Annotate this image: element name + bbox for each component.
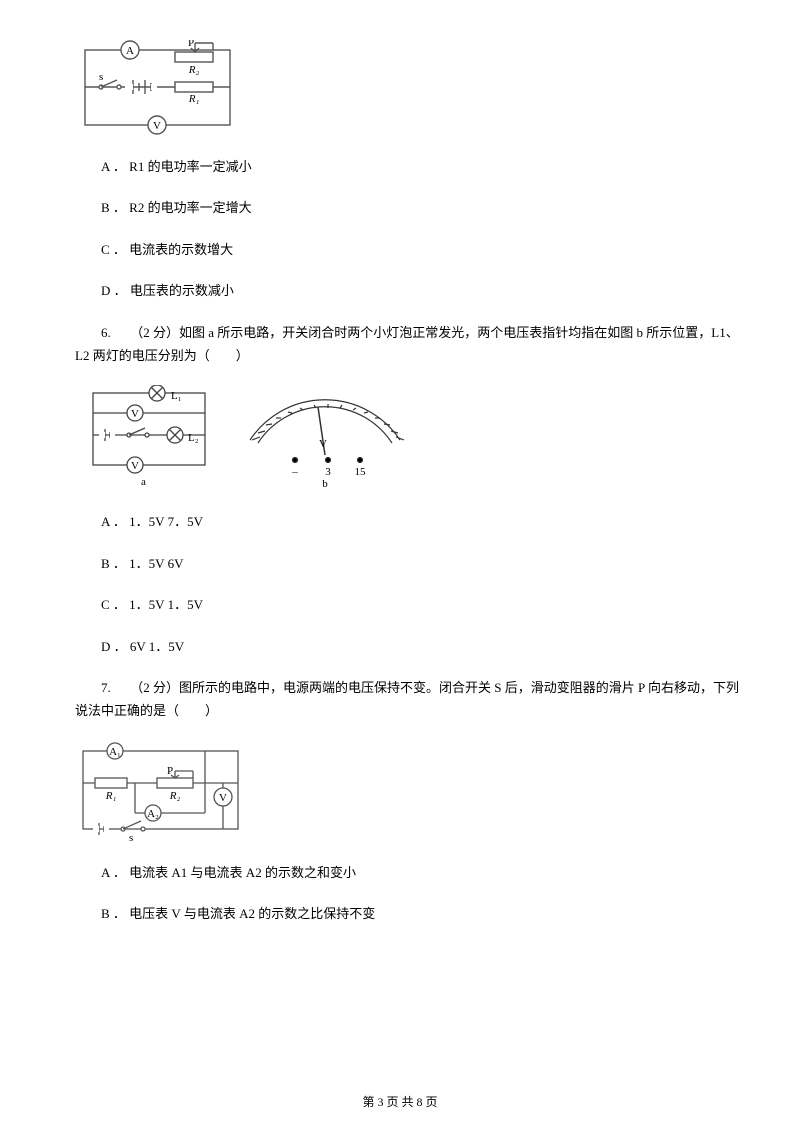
svg-text:b: b xyxy=(322,478,328,490)
svg-text:V: V xyxy=(131,408,139,420)
q6-option-c: C ． 1．5V 1．5V xyxy=(75,593,740,616)
svg-text:R₂: R₂ xyxy=(169,790,181,802)
svg-text:P: P xyxy=(188,40,194,49)
q7-option-b: B ． 电压表 V 与电流表 A2 的示数之比保持不变 xyxy=(75,902,740,925)
svg-text:L₁: L₁ xyxy=(171,390,182,402)
q6-figures: L₁ V L₂ V a xyxy=(75,385,740,490)
svg-text:–: – xyxy=(291,466,298,478)
svg-text:V: V xyxy=(219,792,227,804)
q6-text: 6. （2 分）如图 a 所示电路，开关闭合时两个小灯泡正常发光，两个电压表指针… xyxy=(75,321,740,368)
svg-text:a: a xyxy=(141,476,146,488)
q5-option-d: D ． 电压表的示数减小 xyxy=(75,279,740,302)
q5-option-b: B ． R2 的电功率一定增大 xyxy=(75,196,740,219)
q5-circuit: A R₂ P s R₁ V xyxy=(75,40,740,135)
svg-text:P: P xyxy=(167,765,173,777)
svg-text:V: V xyxy=(319,438,327,450)
svg-text:R₁: R₁ xyxy=(188,93,200,105)
svg-text:R₁: R₁ xyxy=(105,790,117,802)
svg-text:L₂: L₂ xyxy=(188,432,199,444)
svg-text:V: V xyxy=(131,460,139,472)
q6-option-a: A ． 1．5V 7．5V xyxy=(75,510,740,533)
q5-option-c: C ． 电流表的示数增大 xyxy=(75,238,740,261)
svg-text:A: A xyxy=(126,45,134,57)
page-footer: 第 3 页 共 8 页 xyxy=(0,1092,800,1114)
q5-option-a: A ． R1 的电功率一定减小 xyxy=(75,155,740,178)
q6-option-b: B ． 1．5V 6V xyxy=(75,552,740,575)
q7-circuit: A₁ R₁ P R₂ A₂ V s xyxy=(75,741,740,841)
svg-text:V: V xyxy=(153,120,161,132)
svg-text:3: 3 xyxy=(325,466,331,478)
svg-text:s: s xyxy=(129,832,133,841)
svg-text:s: s xyxy=(99,71,103,83)
q7-text: 7. （2 分）图所示的电路中，电源两端的电压保持不变。闭合开关 S 后，滑动变… xyxy=(75,676,740,723)
svg-text:15: 15 xyxy=(355,466,367,478)
svg-text:A₁: A₁ xyxy=(109,746,121,758)
q6-fig-b: V – 3 15 b xyxy=(240,385,405,490)
q6-option-d: D ． 6V 1．5V xyxy=(75,635,740,658)
svg-text:A₂: A₂ xyxy=(147,808,159,820)
svg-text:R₂: R₂ xyxy=(188,64,200,76)
q6-fig-a: L₁ V L₂ V a xyxy=(85,385,220,490)
q7-option-a: A ． 电流表 A1 与电流表 A2 的示数之和变小 xyxy=(75,861,740,884)
